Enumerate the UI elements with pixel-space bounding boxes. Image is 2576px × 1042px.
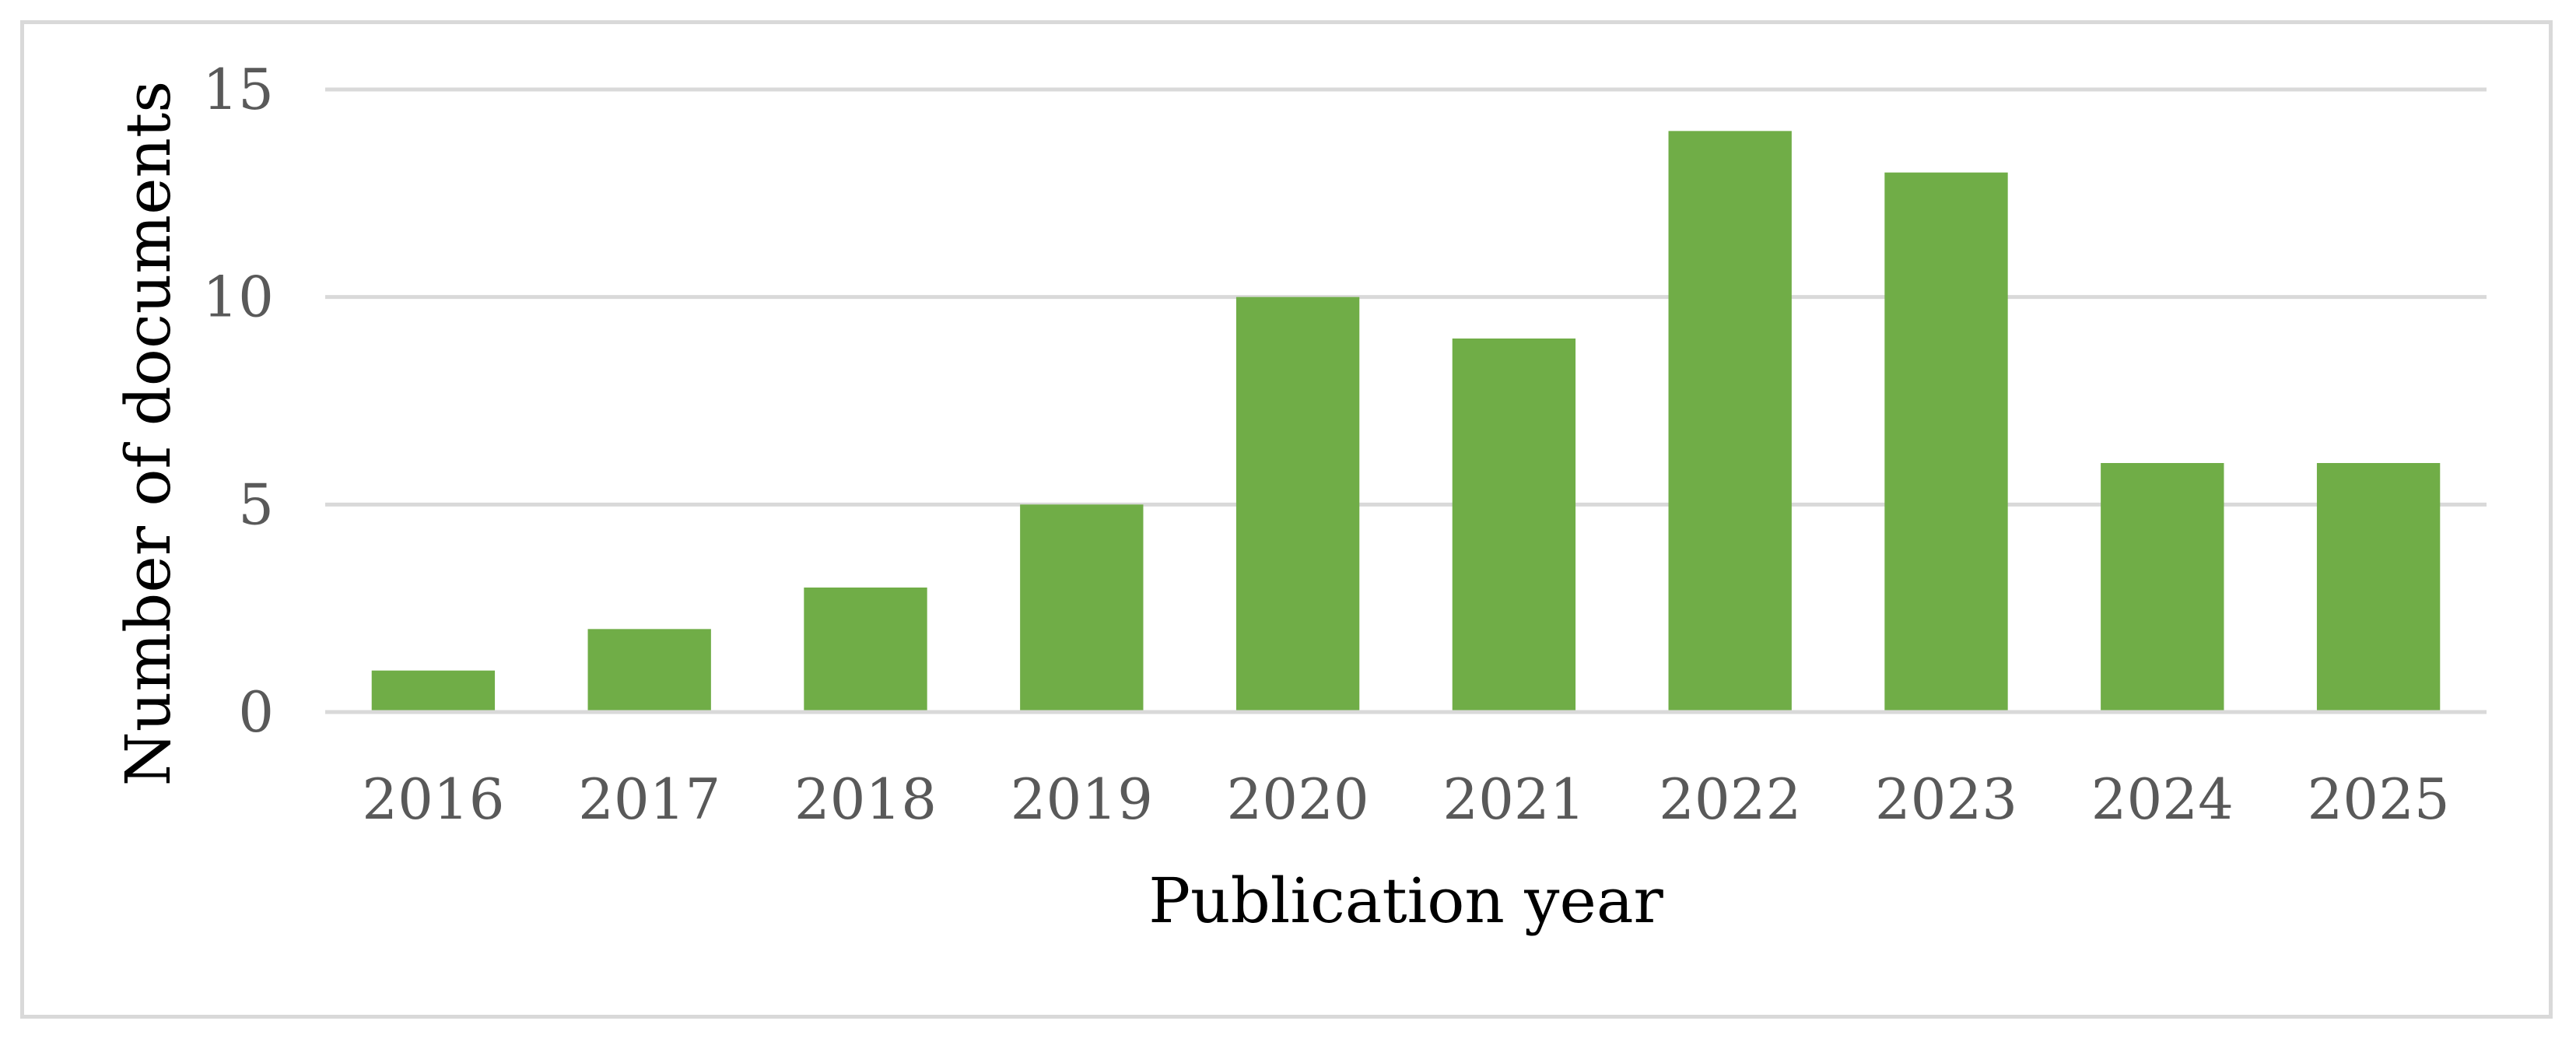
x-tick-label-2019: 2019: [1011, 767, 1153, 832]
x-tick-label-2018: 2018: [794, 767, 937, 832]
bar-2018: [804, 588, 927, 712]
bar-2016: [371, 670, 496, 712]
x-axis-title: Publication year: [1148, 865, 1663, 937]
x-tick-label-2022: 2022: [1659, 767, 1801, 832]
y-tick-label: 0: [238, 679, 274, 745]
bars: [371, 131, 2441, 713]
y-tick-label: 10: [202, 265, 274, 330]
x-tick-label-2017: 2017: [578, 767, 720, 832]
x-tick-label-2016: 2016: [362, 767, 504, 832]
y-tick-labels: 0 5 10 15: [202, 57, 274, 745]
bar-2021: [1452, 339, 1576, 712]
bar-2023: [1884, 172, 2008, 712]
bar-2025: [2316, 463, 2441, 712]
y-tick-label: 15: [202, 57, 274, 122]
bar-2022: [1668, 131, 1792, 713]
x-tick-label-2023: 2023: [1875, 767, 2017, 832]
x-tick-label-2025: 2025: [2307, 767, 2449, 832]
bar-2017: [587, 629, 711, 712]
x-tick-labels: 2016 2017 2018 2019 2020 2021 2022 2023 2024 2025: [362, 767, 2449, 832]
x-tick-label-2024: 2024: [2091, 767, 2234, 832]
x-tick-label-2021: 2021: [1442, 767, 1585, 832]
y-axis-title: Number of documents: [112, 81, 184, 786]
y-tick-label: 5: [238, 472, 274, 537]
bar-2019: [1020, 504, 1144, 712]
bar-2024: [2101, 463, 2224, 712]
x-tick-label-2020: 2020: [1226, 767, 1369, 832]
bar-2020: [1235, 296, 1360, 713]
